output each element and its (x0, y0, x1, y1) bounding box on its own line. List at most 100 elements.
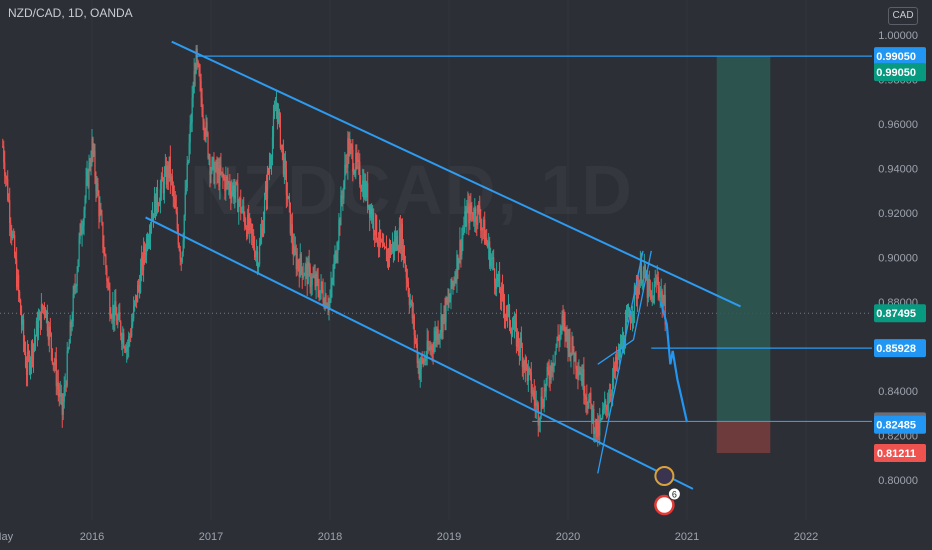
candle-down (581, 374, 583, 385)
candle-down (213, 157, 215, 183)
candle-down (610, 394, 612, 396)
candle-up (159, 189, 162, 205)
price-tag[interactable] (874, 444, 926, 463)
candle-up (609, 394, 611, 403)
candle-down (549, 378, 551, 380)
candle-up (62, 401, 64, 415)
candle-down (528, 368, 530, 370)
candle-up (258, 264, 260, 268)
candle-up (293, 246, 295, 256)
candle-down (223, 177, 225, 179)
candle-down (421, 357, 423, 360)
candle-up (75, 285, 77, 287)
candle-up (553, 363, 555, 367)
price-axis[interactable]: 1.000000.980000.960000.940000.920000.900… (874, 30, 926, 487)
price-tag[interactable] (874, 63, 926, 82)
channel-line[interactable] (145, 216, 694, 490)
candle-up (260, 228, 263, 237)
candle-up (283, 158, 285, 175)
candle-down (358, 159, 360, 162)
candle-up (594, 432, 596, 434)
candle-down (537, 404, 539, 426)
candle-down (548, 370, 550, 379)
time-axis[interactable]: May 2016 2017 2018 2019 2020 2021 2022 (0, 531, 818, 543)
candle-up (118, 312, 120, 319)
candle-down (169, 156, 171, 181)
candle-up (270, 157, 273, 164)
candle-up (231, 190, 233, 198)
candle-down (596, 419, 598, 438)
candle-up (527, 368, 529, 381)
candle-down (110, 315, 112, 318)
candle-up (426, 340, 428, 359)
candle-down (312, 276, 314, 278)
candle-down (518, 346, 521, 353)
candle-down (394, 238, 397, 247)
candle-up (340, 195, 342, 226)
candle-up (328, 300, 330, 308)
candle-down (250, 219, 252, 225)
candle-up (221, 171, 223, 174)
candle-up (256, 251, 258, 254)
candle-down (551, 363, 553, 372)
candle-up (313, 274, 315, 277)
candle-down (314, 274, 316, 287)
candle-down (373, 213, 375, 231)
candle-up (632, 311, 635, 318)
candle-up (354, 171, 356, 174)
candle-down (657, 276, 659, 289)
candle-down (562, 315, 564, 320)
wedge-line[interactable] (632, 250, 652, 340)
candle-up (37, 319, 40, 338)
wedge-line[interactable] (597, 250, 644, 474)
candle-down (61, 393, 63, 415)
price-tag[interactable] (874, 339, 926, 358)
candle-up (311, 276, 313, 285)
candle-up (592, 409, 594, 423)
candle-down (146, 238, 149, 247)
candle-down (108, 282, 110, 290)
price-tag[interactable] (874, 304, 926, 323)
candle-up (474, 208, 476, 222)
earnings-event-icon[interactable] (654, 494, 675, 516)
candle-up (466, 207, 468, 227)
stop-zone[interactable] (716, 421, 771, 454)
candle-down (115, 301, 117, 315)
candle-up (93, 151, 95, 153)
candle-up (522, 360, 524, 368)
candle-up (90, 162, 92, 168)
wedge-line[interactable] (597, 339, 634, 365)
currency-button[interactable]: CAD (888, 7, 918, 25)
candle-up (238, 202, 240, 213)
news-event-icon[interactable] (654, 466, 675, 486)
price-tag[interactable] (874, 47, 926, 66)
candle-up (76, 271, 78, 286)
candle-up (391, 241, 394, 248)
candle-down (460, 240, 462, 255)
symbol-title[interactable]: NZD/CAD, 1D, OANDA (8, 6, 133, 20)
projection-path[interactable] (659, 301, 689, 423)
position-zones[interactable] (716, 56, 771, 454)
candle-down (495, 283, 497, 289)
candle-up (273, 110, 276, 117)
candle-up (582, 368, 584, 385)
candle-down (162, 181, 164, 194)
price-tag[interactable] (874, 415, 926, 434)
target-zone[interactable] (716, 56, 771, 422)
candle-up (112, 304, 114, 318)
trend-lines[interactable] (145, 40, 872, 490)
channel-line[interactable] (171, 40, 741, 308)
candle-up (362, 180, 364, 192)
candle-up (580, 374, 582, 376)
candle-up (638, 280, 640, 295)
candle-up (485, 237, 487, 245)
candle-up (319, 290, 321, 299)
candle-up (647, 279, 649, 298)
candle-down (523, 360, 525, 371)
candle-down (306, 264, 308, 285)
event-markers[interactable]: 6 (654, 466, 681, 516)
candle-up (516, 332, 519, 347)
candle-down (55, 359, 57, 387)
candle-down (558, 338, 560, 341)
